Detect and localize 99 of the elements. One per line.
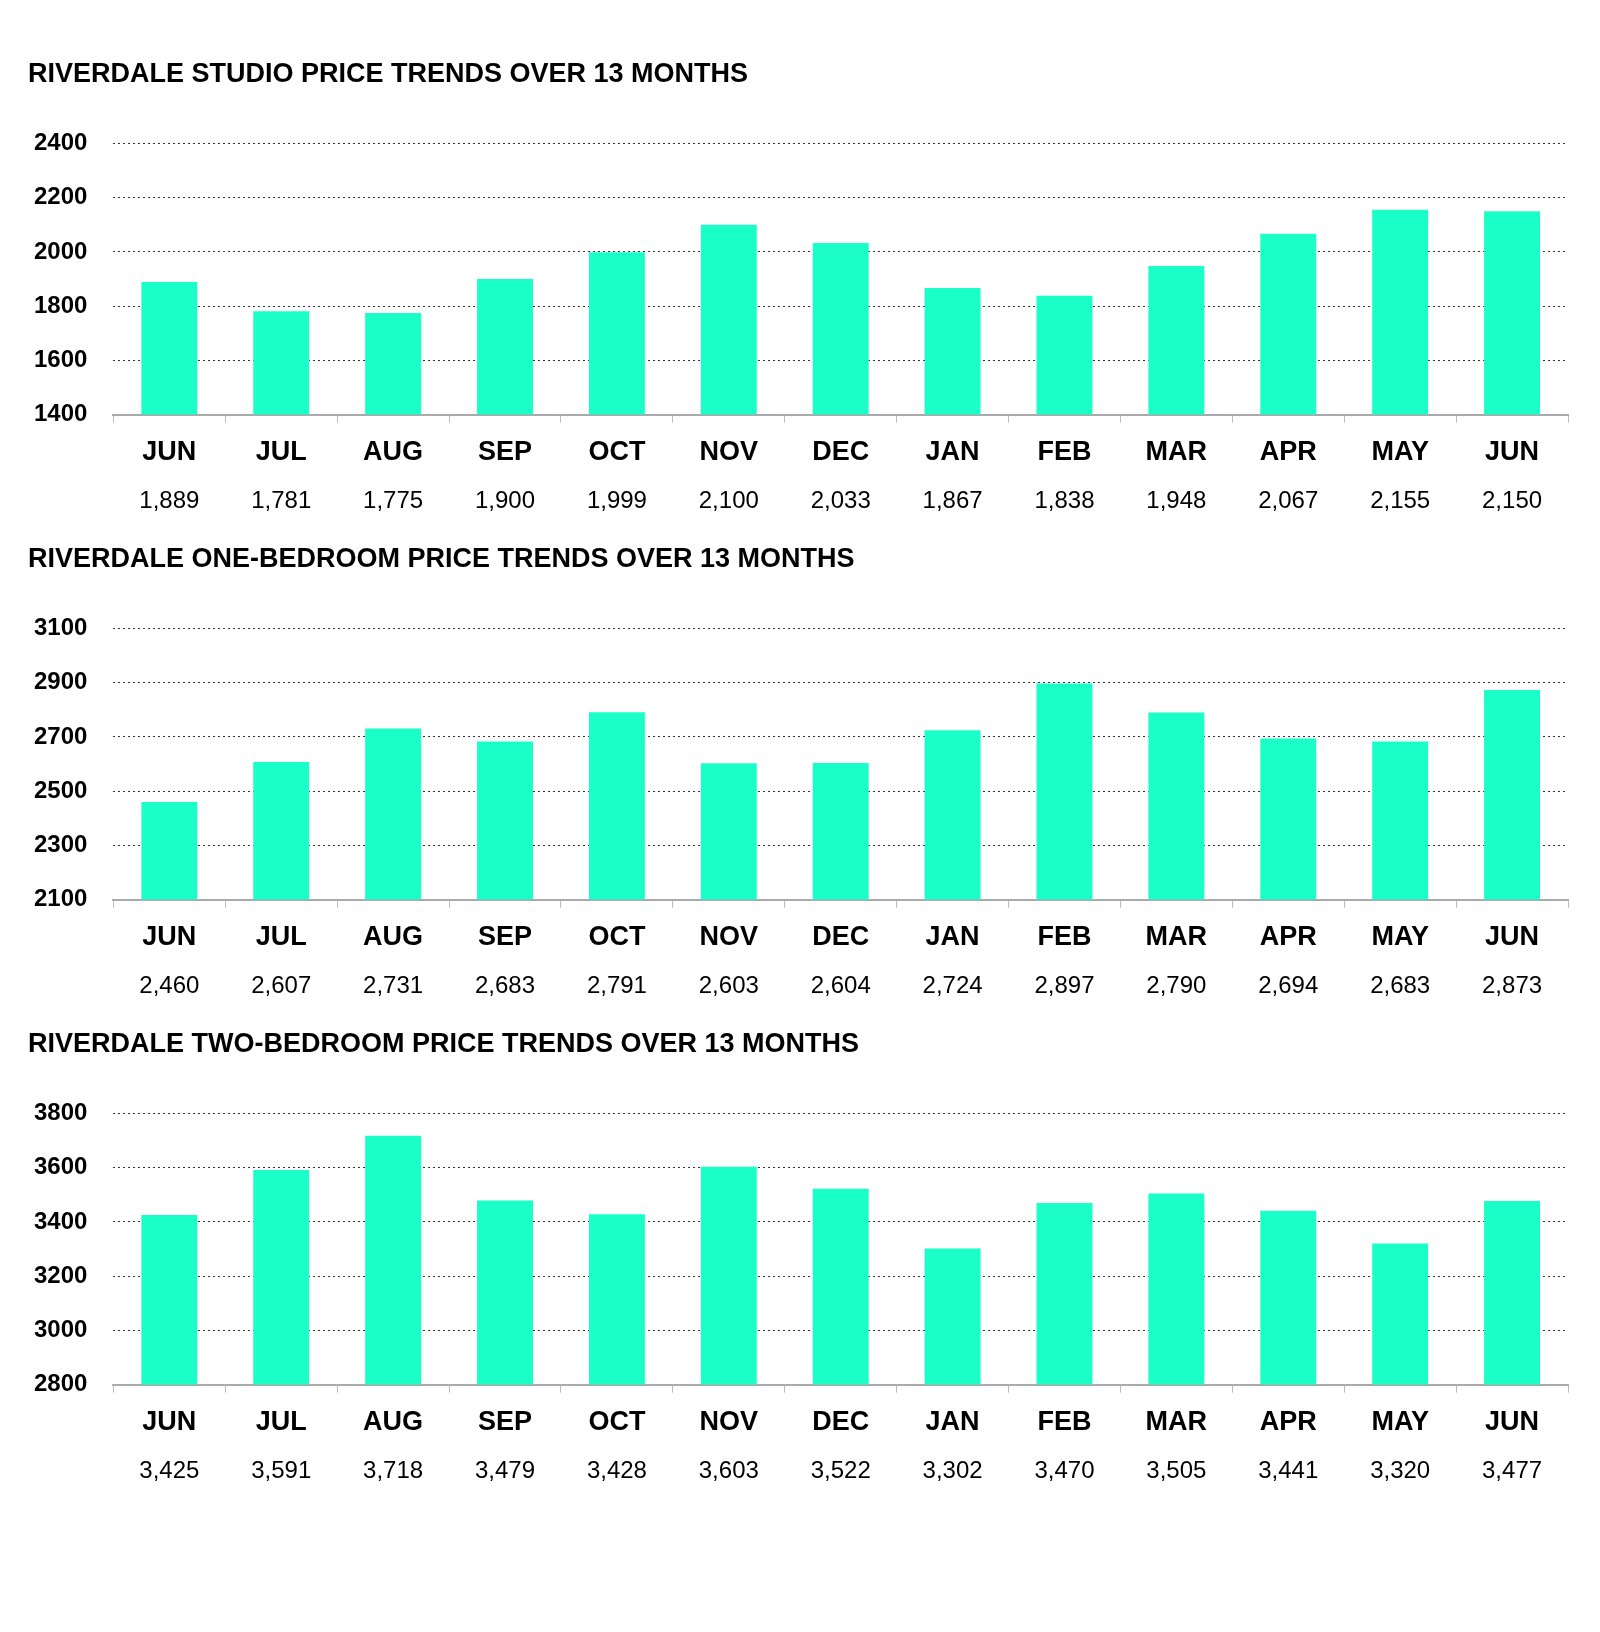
x-tick-label: JAN: [925, 1406, 980, 1437]
data-label: 2,033: [810, 485, 871, 513]
y-tick-label: 2300: [34, 829, 88, 857]
x-tick-label: MAY: [1371, 1406, 1429, 1437]
x-tick-label: DEC: [812, 1406, 870, 1437]
data-label: 1,900: [474, 485, 536, 513]
data-label: 2,100: [698, 485, 759, 513]
x-tick-label: APR: [1259, 436, 1317, 467]
data-label: 1,889: [139, 485, 200, 513]
x-tick-label: FEB: [1037, 436, 1092, 467]
y-tick-label: 2500: [34, 775, 88, 803]
data-label: 2,155: [1370, 485, 1431, 513]
data-label: 1,775: [363, 485, 424, 513]
data-label: 2,067: [1258, 485, 1319, 513]
x-tick-label: NOV: [699, 436, 759, 467]
x-tick-label: MAY: [1371, 921, 1429, 952]
data-label: 2,897: [1034, 970, 1095, 998]
x-tick-label: OCT: [588, 1406, 646, 1437]
y-tick-label: 3000: [34, 1314, 88, 1342]
y-tick-label: 2700: [34, 721, 88, 749]
data-label: 3,505: [1146, 1455, 1207, 1483]
x-tick-label: NOV: [699, 1406, 759, 1437]
data-label: 2,603: [698, 970, 759, 998]
data-label: 3,428: [586, 1455, 647, 1483]
x-tick-label: FEB: [1037, 1406, 1092, 1437]
y-tick-label: 1600: [34, 344, 88, 372]
data-label: 1,838: [1034, 485, 1095, 513]
y-tick-label: 2200: [34, 182, 88, 210]
x-tick-label: SEP: [478, 436, 533, 467]
x-tick-label: JUN: [142, 921, 197, 952]
chart-title: RIVERDALE STUDIO PRICE TRENDS OVER 13 MONTHS: [28, 58, 750, 89]
data-label: 2,683: [474, 970, 536, 998]
data-label: 2,150: [1482, 485, 1543, 513]
x-tick-label: OCT: [588, 921, 646, 952]
data-label: 3,603: [698, 1455, 759, 1483]
x-tick-label: JAN: [925, 921, 980, 952]
y-tick-label: 3400: [34, 1206, 88, 1234]
y-tick-label: 1800: [34, 290, 88, 318]
x-tick-label: SEP: [478, 1406, 533, 1437]
y-tick-label: 2900: [34, 667, 88, 695]
data-label: 1,999: [586, 485, 647, 513]
data-label: 3,441: [1258, 1455, 1319, 1483]
data-label: 2,790: [1146, 970, 1207, 998]
data-label: 3,320: [1370, 1455, 1431, 1483]
x-tick-label: SEP: [478, 921, 533, 952]
x-tick-label: AUG: [363, 436, 424, 467]
x-tick-label: JUN: [142, 1406, 197, 1437]
x-tick-label: JUN: [142, 436, 197, 467]
x-tick-label: NOV: [699, 921, 759, 952]
y-tick-label: 2000: [34, 236, 88, 264]
chart-title: RIVERDALE TWO-BEDROOM PRICE TRENDS OVER 13 MONTHS: [28, 1028, 861, 1059]
data-label: 3,479: [474, 1455, 536, 1483]
data-label: 3,591: [251, 1455, 312, 1483]
x-tick-label: JUL: [255, 921, 307, 952]
data-label: 3,477: [1482, 1455, 1543, 1483]
x-tick-label: JUN: [1485, 1406, 1540, 1437]
y-tick-label: 3800: [34, 1098, 88, 1126]
y-tick-label: 3600: [34, 1152, 88, 1180]
data-label: 3,522: [810, 1455, 871, 1483]
data-label: 2,791: [586, 970, 647, 998]
data-label: 2,683: [1370, 970, 1431, 998]
chart-title: RIVERDALE ONE-BEDROOM PRICE TRENDS OVER 13 MONTHS: [28, 543, 856, 574]
data-label: 3,302: [922, 1455, 983, 1483]
y-tick-label: 1400: [34, 399, 88, 427]
x-tick-label: OCT: [588, 436, 646, 467]
data-label: 3,718: [363, 1455, 424, 1483]
x-tick-label: MAR: [1145, 921, 1208, 952]
data-label: 3,425: [139, 1455, 200, 1483]
data-label: 2,724: [922, 970, 983, 998]
data-label: 2,607: [251, 970, 312, 998]
x-tick-label: DEC: [812, 921, 870, 952]
x-tick-label: JUL: [255, 1406, 307, 1437]
x-tick-label: FEB: [1037, 921, 1092, 952]
x-tick-label: AUG: [363, 1406, 424, 1437]
data-label: 2,731: [363, 970, 424, 998]
data-label: 2,873: [1482, 970, 1543, 998]
y-tick-label: 2800: [34, 1369, 88, 1397]
x-tick-label: MAR: [1145, 436, 1208, 467]
x-tick-label: JUL: [255, 436, 307, 467]
data-label: 2,460: [139, 970, 200, 998]
x-tick-label: DEC: [812, 436, 870, 467]
y-tick-label: 3200: [34, 1260, 88, 1288]
data-label: 2,694: [1258, 970, 1319, 998]
x-tick-label: APR: [1259, 921, 1317, 952]
y-tick-label: 2100: [34, 884, 88, 912]
x-tick-label: AUG: [363, 921, 424, 952]
data-label: 1,948: [1146, 485, 1207, 513]
y-tick-label: 3100: [34, 613, 88, 641]
data-label: 1,867: [922, 485, 983, 513]
data-label: 1,781: [251, 485, 312, 513]
x-tick-label: JAN: [925, 436, 980, 467]
x-tick-label: JUN: [1485, 921, 1540, 952]
x-tick-label: APR: [1259, 1406, 1317, 1437]
data-label: 3,470: [1034, 1455, 1095, 1483]
x-tick-label: MAY: [1371, 436, 1429, 467]
y-tick-label: 2400: [34, 128, 88, 156]
x-tick-label: JUN: [1485, 436, 1540, 467]
x-tick-label: MAR: [1145, 1406, 1208, 1437]
data-label: 2,604: [810, 970, 871, 998]
